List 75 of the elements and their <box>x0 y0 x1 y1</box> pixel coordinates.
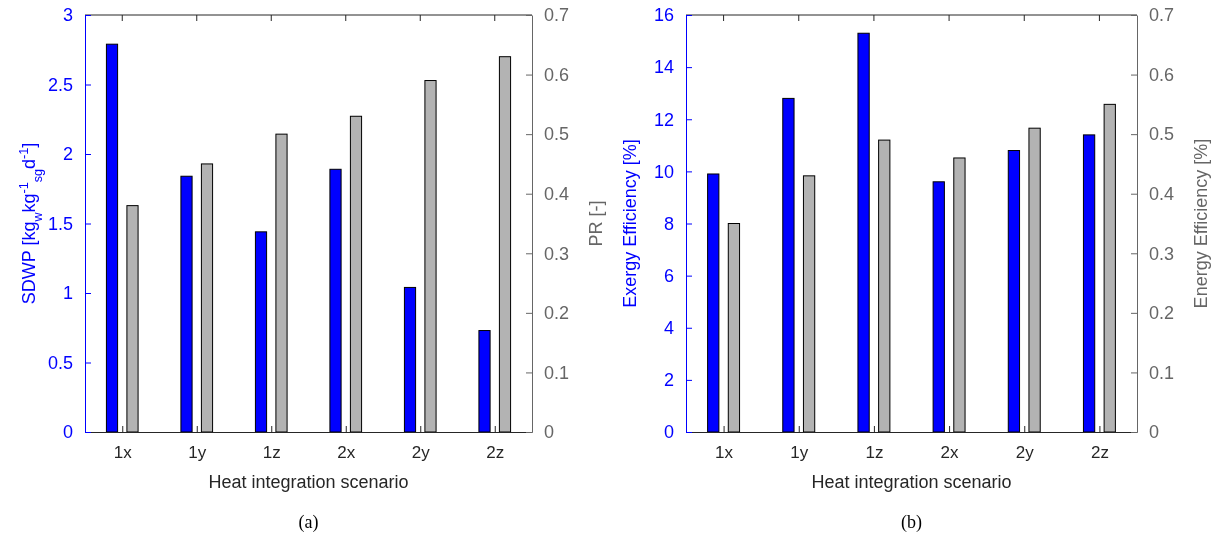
y-tick-label: 6 <box>663 265 674 286</box>
x-tick-label: 2y <box>411 443 431 463</box>
text: (a) <box>298 512 319 533</box>
bar <box>180 175 193 433</box>
x-tick-label: 1z <box>865 443 884 463</box>
bar <box>932 181 945 433</box>
bar <box>1007 150 1021 433</box>
x-tick-label: 1y <box>188 443 207 463</box>
y2-tick-label: 0.3 <box>544 243 570 264</box>
y2-axis-title: PR [-] <box>586 200 606 247</box>
bar <box>498 56 512 433</box>
y2-tick-label: 0.2 <box>544 303 570 324</box>
y-tick-label: 14 <box>653 57 674 78</box>
y2-tick-label: 0.6 <box>1149 64 1175 85</box>
y-tick-label: 10 <box>653 161 674 182</box>
x-tick-label: 2z <box>486 443 505 463</box>
y-tick-label: 8 <box>663 213 674 234</box>
y-tick-label: 2 <box>663 370 674 391</box>
bar <box>403 286 417 433</box>
bar <box>707 173 720 433</box>
bar <box>275 133 288 433</box>
bar <box>1082 134 1096 433</box>
y2-tick-label: 0 <box>544 422 555 443</box>
y2-tick-label: 0.1 <box>1149 362 1175 383</box>
y-tick-label: 16 <box>653 5 674 26</box>
y-tick-label: 0.5 <box>47 352 73 373</box>
y2-tick-label: 0.1 <box>544 362 570 383</box>
x-tick-label: 1x <box>715 443 734 463</box>
y-tick-label: 2.5 <box>47 74 73 95</box>
x-tick-label: 2y <box>1015 443 1035 463</box>
y2-tick-label: 0.7 <box>1149 5 1175 26</box>
bar <box>802 175 816 433</box>
y-tick-label: 0 <box>62 422 73 443</box>
y-tick-label: 2 <box>62 144 73 165</box>
x-tick-label: 1x <box>113 443 133 463</box>
bar <box>478 330 491 433</box>
bar <box>424 80 437 433</box>
bar <box>105 43 119 433</box>
y-axis-title: Exergy Efficiency [%] <box>620 139 640 308</box>
y2-tick-label: 0.5 <box>1149 124 1175 145</box>
y2-tick-label: 0.2 <box>1149 303 1175 324</box>
y-tick-label: 4 <box>663 318 674 339</box>
bar <box>126 205 139 433</box>
bar <box>349 115 363 433</box>
x-tick-label: 1y <box>790 443 809 463</box>
y2-tick-label: 0.4 <box>544 183 570 204</box>
y2-tick-label: 0.6 <box>544 64 570 85</box>
y2-tick-label: 0.4 <box>1149 183 1175 204</box>
bar <box>727 223 741 433</box>
y2-tick-label: 0.3 <box>1149 243 1175 264</box>
bar <box>1103 103 1116 433</box>
bar <box>329 168 342 433</box>
y-tick-label: 0 <box>663 422 674 443</box>
y2-tick-label: 0 <box>1149 422 1160 443</box>
bar <box>200 163 214 433</box>
y-tick-label: 3 <box>62 5 73 26</box>
x-axis-title: Heat integration scenario <box>208 472 409 492</box>
x-tick-label: 2x <box>940 443 960 463</box>
text: (b) <box>901 512 922 533</box>
y2-tick-label: 0.7 <box>544 5 570 26</box>
bar <box>254 231 268 433</box>
x-tick-label: 2z <box>1090 443 1109 463</box>
y-tick-label: 1.5 <box>47 213 73 234</box>
y-tick-label: 1 <box>62 283 73 304</box>
bar <box>782 97 795 433</box>
y2-tick-label: 0.5 <box>544 124 570 145</box>
x-tick-label: 1z <box>262 443 281 463</box>
y2-axis-title: Energy Efficiency [%] <box>1191 138 1211 309</box>
bar <box>1028 127 1041 433</box>
bar <box>857 32 870 433</box>
x-tick-label: 2x <box>337 443 356 463</box>
bar <box>878 139 891 433</box>
y-tick-label: 12 <box>653 109 674 130</box>
bar <box>953 157 966 433</box>
x-axis-title: Heat integration scenario <box>811 472 1012 492</box>
